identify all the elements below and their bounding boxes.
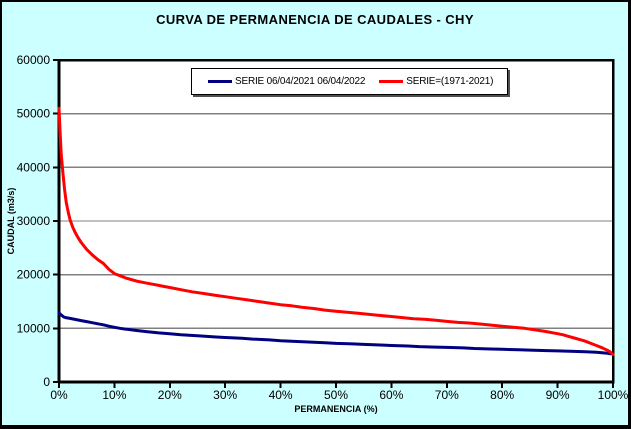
x-tick-label: 80%: [490, 388, 514, 402]
series-line-1: [57, 106, 615, 357]
x-tick-label: 20%: [158, 388, 182, 402]
y-tick-label: 30000: [17, 214, 51, 228]
y-tick-label: 60000: [17, 53, 51, 67]
chart-title: CURVA DE PERMANENCIA DE CAUDALES - CHY: [156, 12, 474, 27]
legend-label: SERIE=(1971-2021): [406, 76, 494, 87]
x-tick-label: 40%: [269, 388, 293, 402]
x-tick-label: 50%: [324, 388, 348, 402]
x-tick-label: 70%: [435, 388, 459, 402]
y-tick-label: 50000: [17, 107, 51, 121]
x-tick-label: 60%: [379, 388, 403, 402]
legend-item-serie-1971-2021: SERIE=(1971-2021): [379, 76, 493, 87]
x-tick-label: 100%: [598, 388, 629, 402]
x-tick-label: 10%: [102, 388, 126, 402]
y-tick-label: 0: [43, 375, 50, 389]
x-tick-label: 0%: [50, 388, 68, 402]
legend-line-swatch-red: [379, 80, 404, 83]
legend-line-swatch-blue: [208, 80, 232, 83]
series-line-0: [57, 311, 615, 356]
legend-item-serie-2021-2022: SERIE 06/04/2021 06/04/2022: [208, 76, 365, 87]
legend-label: SERIE 06/04/2021 06/04/2022: [235, 76, 366, 87]
y-tick-label: 40000: [17, 160, 51, 174]
x-axis-title: PERMANENCIA (%): [294, 404, 378, 414]
y-tick-label: 20000: [17, 268, 51, 282]
y-tick-label: 10000: [17, 321, 51, 335]
chart-legend: SERIE 06/04/2021 06/04/2022 SERIE=(1971-…: [191, 68, 509, 95]
x-tick-label: 30%: [213, 388, 237, 402]
x-tick-label: 90%: [546, 388, 570, 402]
